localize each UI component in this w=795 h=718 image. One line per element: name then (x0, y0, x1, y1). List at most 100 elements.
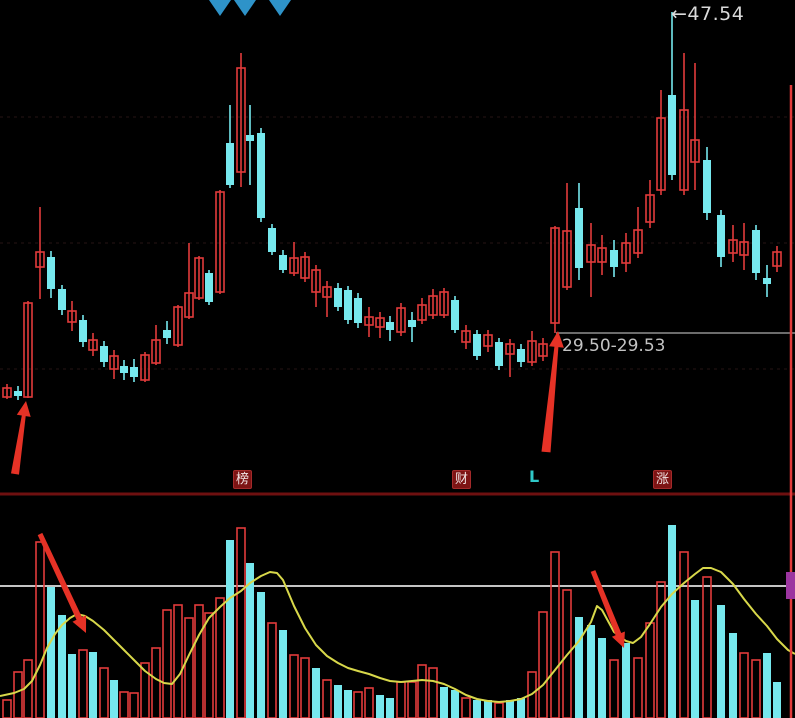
volume-bar[interactable] (407, 681, 417, 718)
volume-bar[interactable] (679, 551, 689, 718)
candle-body[interactable] (586, 244, 596, 263)
volume-bar[interactable] (668, 525, 676, 718)
volume-bar[interactable] (729, 633, 737, 718)
volume-bar[interactable] (35, 541, 45, 718)
volume-bar[interactable] (386, 698, 394, 718)
candle-body[interactable] (184, 292, 194, 318)
candle-body[interactable] (268, 228, 276, 252)
candle-body[interactable] (550, 227, 560, 324)
candle-body[interactable] (527, 340, 537, 363)
candle-body[interactable] (58, 289, 66, 310)
candle-body[interactable] (354, 298, 362, 323)
candle-body[interactable] (690, 139, 700, 163)
candle-body[interactable] (495, 342, 503, 366)
marker-chip-l[interactable]: L (529, 467, 540, 486)
volume-bar[interactable] (151, 647, 161, 718)
candle-body[interactable] (67, 310, 77, 323)
volume-bar[interactable] (300, 657, 310, 718)
candle-body[interactable] (451, 300, 459, 330)
volume-bar[interactable] (334, 685, 342, 718)
candle-body[interactable] (396, 307, 406, 333)
marker-chip-zhang[interactable]: 涨 (653, 470, 672, 489)
event-marker-triangle[interactable] (269, 0, 291, 16)
volume-bar[interactable] (494, 702, 504, 718)
volume-bar[interactable] (99, 667, 109, 718)
candle-body[interactable] (517, 349, 525, 362)
volume-bar[interactable] (257, 592, 265, 718)
candle-body[interactable] (163, 330, 171, 338)
volume-bar[interactable] (773, 682, 781, 718)
candle-body[interactable] (109, 355, 119, 370)
candle-body[interactable] (140, 354, 150, 381)
candle-body[interactable] (151, 339, 161, 364)
candle-body[interactable] (610, 250, 618, 267)
candle-body[interactable] (35, 251, 45, 268)
volume-bar[interactable] (550, 551, 560, 718)
candle-body[interactable] (656, 117, 666, 191)
candle-body[interactable] (668, 95, 676, 175)
candle-body[interactable] (364, 316, 374, 326)
candle-body[interactable] (597, 247, 607, 263)
candle-body[interactable] (752, 230, 760, 273)
candle-body[interactable] (257, 133, 265, 218)
candle-body[interactable] (538, 343, 548, 357)
volume-bar[interactable] (194, 604, 204, 718)
candle-body[interactable] (23, 302, 33, 398)
volume-bar[interactable] (226, 540, 234, 718)
candle-body[interactable] (279, 255, 287, 270)
candle-body[interactable] (300, 256, 310, 279)
candle-body[interactable] (717, 215, 725, 257)
candle-body[interactable] (120, 366, 128, 373)
volume-bar[interactable] (428, 667, 438, 718)
candle-body[interactable] (334, 288, 342, 307)
candle-body[interactable] (14, 391, 22, 396)
volume-bar[interactable] (739, 652, 749, 718)
volume-bar[interactable] (538, 611, 548, 718)
volume-bar[interactable] (312, 668, 320, 718)
candle-body[interactable] (575, 208, 583, 268)
candle-body[interactable] (344, 290, 352, 320)
volume-bar[interactable] (289, 654, 299, 718)
volume-bar[interactable] (173, 604, 183, 718)
volume-bar[interactable] (140, 662, 150, 718)
volume-bar[interactable] (78, 649, 88, 718)
event-marker-triangle[interactable] (234, 0, 256, 16)
candle-body[interactable] (461, 330, 471, 343)
candle-body[interactable] (739, 241, 749, 256)
event-marker-triangle[interactable] (209, 0, 231, 16)
candle-body[interactable] (215, 191, 225, 293)
volume-bar[interactable] (517, 698, 525, 718)
candle-body[interactable] (205, 273, 213, 302)
candle-body[interactable] (88, 339, 98, 351)
candle-body[interactable] (728, 239, 738, 254)
volume-bar[interactable] (609, 659, 619, 718)
candle-body[interactable] (173, 306, 183, 346)
volume-bar[interactable] (484, 700, 492, 718)
volume-bar[interactable] (473, 700, 481, 718)
volume-bar[interactable] (267, 622, 277, 718)
volume-bar[interactable] (396, 681, 406, 718)
volume-bar[interactable] (633, 657, 643, 718)
volume-bar[interactable] (656, 581, 666, 718)
volume-bar[interactable] (364, 687, 374, 718)
candle-body[interactable] (130, 367, 138, 377)
volume-bar[interactable] (702, 576, 712, 718)
volume-bar[interactable] (506, 700, 514, 718)
volume-bar[interactable] (13, 671, 23, 718)
volume-bar[interactable] (119, 691, 129, 718)
candle-body[interactable] (763, 278, 771, 284)
candle-body[interactable] (246, 135, 254, 141)
volume-bar[interactable] (162, 609, 172, 718)
volume-bar[interactable] (89, 652, 97, 718)
volume-bar[interactable] (322, 679, 332, 718)
candle-body[interactable] (47, 257, 55, 289)
volume-bar[interactable] (763, 653, 771, 718)
volume-bar[interactable] (717, 605, 725, 718)
volume-bar[interactable] (598, 638, 606, 718)
volume-bar[interactable] (246, 563, 254, 718)
marker-chip-cai[interactable]: 财 (452, 470, 471, 489)
volume-bar[interactable] (691, 600, 699, 718)
marker-chip-bang[interactable]: 榜 (233, 470, 252, 489)
volume-bar[interactable] (2, 699, 12, 718)
